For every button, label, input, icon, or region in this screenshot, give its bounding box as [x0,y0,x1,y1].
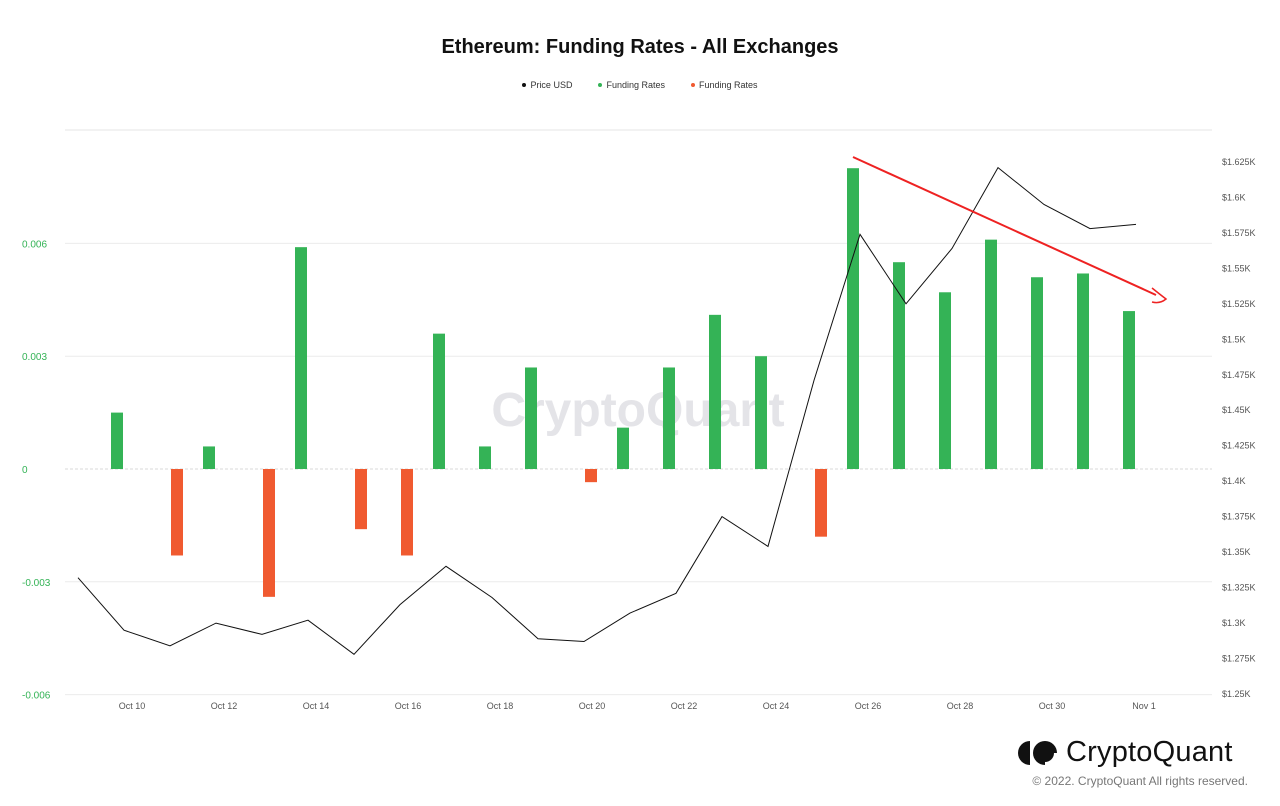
x-axis-tick-label: Oct 20 [579,701,606,711]
x-axis-tick-label: Oct 26 [855,701,882,711]
legend: Price USD Funding Rates Funding Rates [0,80,1280,90]
x-axis-tick-label: Oct 18 [487,701,514,711]
copyright-text: © 2022. CryptoQuant All rights reserved. [1032,774,1248,788]
funding-bar-positive [1123,311,1135,469]
legend-item-funding-positive[interactable]: Funding Rates [598,80,665,90]
funding-bar-positive [709,314,721,469]
x-axis-tick-label: Oct 10 [119,701,146,711]
funding-bar-positive [985,239,997,469]
left-axis-tick-label: -0.006 [22,691,51,702]
right-axis-tick-label: $1.3K [1222,618,1246,628]
funding-bar-positive [479,446,491,469]
left-axis-tick-label: 0.006 [22,239,47,250]
right-axis-tick-label: $1.275K [1222,654,1256,664]
right-axis-tick-label: $1.5K [1222,334,1246,344]
x-axis-tick-label: Nov 1 [1132,701,1156,711]
funding-bar-positive [1031,277,1043,469]
x-axis-tick-label: Oct 16 [395,701,422,711]
brand-name: CryptoQuant [1066,736,1233,768]
funding-bar-positive [847,168,859,469]
funding-bar-positive [893,262,905,469]
legend-marker [691,83,695,87]
left-axis-tick-label: 0.003 [22,352,47,363]
funding-bar-positive [295,247,307,469]
left-axis-tick-label: 0 [22,465,28,476]
funding-bar-negative [263,469,275,597]
right-axis-tick-label: $1.25K [1222,689,1251,699]
right-axis-tick-label: $1.375K [1222,512,1256,522]
watermark: CryptoQuant [491,384,784,437]
funding-bar-positive [617,427,629,469]
funding-bar-positive [1077,273,1089,469]
funding-bar-negative [355,469,367,530]
brand-logo: CryptoQuant [1018,736,1233,769]
x-axis-tick-label: Oct 24 [763,701,790,711]
right-axis-tick-label: $1.55K [1222,263,1251,273]
funding-bar-positive [525,367,537,469]
trend-arrow-head-icon [1151,287,1168,304]
x-axis-tick-label: Oct 28 [947,701,974,711]
legend-marker [522,83,527,87]
right-axis-tick-label: $1.325K [1222,583,1256,593]
x-axis-tick-label: Oct 14 [303,701,330,711]
left-axis-tick-label: -0.003 [22,578,51,589]
x-axis-tick-label: Oct 12 [211,701,238,711]
funding-bar-negative [585,469,597,483]
funding-bar-positive [755,356,767,469]
funding-bar-positive [663,367,675,469]
cryptoquant-logo-icon [1018,740,1057,765]
right-axis-tick-label: $1.45K [1222,405,1251,415]
right-axis-tick-label: $1.525K [1222,299,1256,309]
legend-label: Price USD [530,80,573,90]
chart-title: Ethereum: Funding Rates - All Exchanges [441,36,839,58]
legend-label: Funding Rates [699,80,758,90]
funding-bar-positive [203,446,215,469]
funding-bar-negative [815,469,827,537]
trend-arrow-line [852,156,1157,296]
funding-bar-negative [401,469,413,556]
right-axis-tick-label: $1.625K [1222,157,1256,167]
right-axis-tick-label: $1.575K [1222,228,1256,238]
legend-item-funding-negative[interactable]: Funding Rates [691,80,758,90]
funding-bar-negative [171,469,183,556]
x-axis-tick-label: Oct 30 [1039,701,1066,711]
right-axis-tick-label: $1.425K [1222,441,1256,451]
price-line [77,166,1137,655]
right-axis-tick-label: $1.35K [1222,547,1251,557]
funding-bar-positive [111,412,123,469]
legend-marker [598,83,603,87]
x-axis-tick-label: Oct 22 [671,701,698,711]
right-axis-tick-label: $1.4K [1222,476,1246,486]
funding-bar-positive [433,333,445,469]
right-axis-tick-label: $1.6K [1222,192,1246,202]
legend-item-price[interactable]: Price USD [522,80,572,90]
funding-bar-positive [939,292,951,469]
right-axis-tick-label: $1.475K [1222,370,1256,380]
legend-label: Funding Rates [606,80,665,90]
